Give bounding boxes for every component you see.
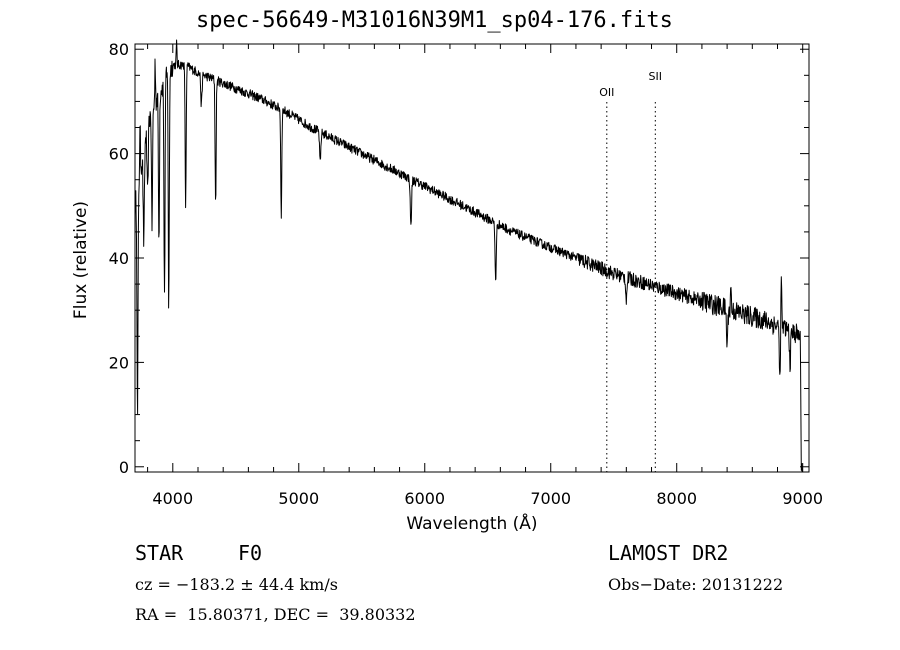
y-tick-label: 60 <box>109 145 129 164</box>
redshift-info: cz = −183.2 ± 44.4 km/s <box>135 575 338 594</box>
x-axis-label: Wavelength (Å) <box>406 512 537 534</box>
obs-date: Obs−Date: 20131222 <box>608 575 784 594</box>
x-tick-label: 4000 <box>152 489 193 508</box>
axis-ticks: 4000 5000 6000 7000 8000 9000 0 20 40 60 80 <box>109 40 823 508</box>
object-subclass: F0 <box>238 541 263 565</box>
line-markers: OII SII <box>599 70 662 472</box>
survey-name: LAMOST DR2 <box>608 541 729 565</box>
spectrum-line <box>134 39 803 473</box>
y-axis-label: Flux (relative) <box>71 201 91 319</box>
marker-label: OII <box>599 86 614 99</box>
y-tick-label: 80 <box>109 40 129 59</box>
y-tick-label: 0 <box>119 458 129 477</box>
plot-frame <box>134 43 810 473</box>
x-tick-label: 5000 <box>278 489 319 508</box>
x-tick-label: 6000 <box>404 489 445 508</box>
x-tick-label: 9000 <box>782 489 823 508</box>
object-class: STAR <box>135 541 184 565</box>
marker-label: SII <box>649 70 662 83</box>
y-tick-label: 20 <box>109 353 129 372</box>
chart-title: spec-56649-M31016N39M1_sp04-176.fits <box>196 8 673 33</box>
x-tick-label: 7000 <box>530 489 571 508</box>
x-tick-label: 8000 <box>656 489 697 508</box>
coordinates: RA = 15.80371, DEC = 39.80332 <box>135 605 416 624</box>
y-tick-label: 40 <box>109 249 129 268</box>
